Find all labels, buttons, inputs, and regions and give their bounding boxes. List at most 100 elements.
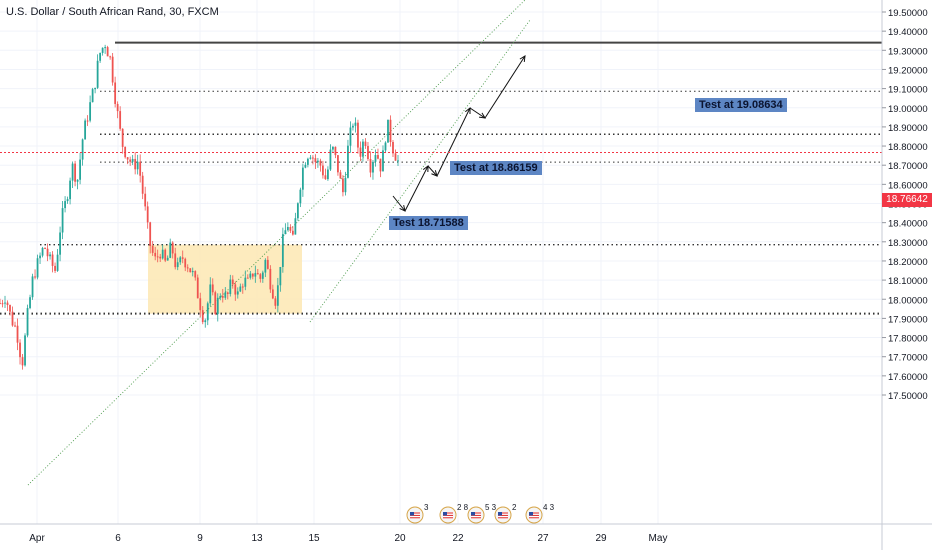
projection-segment [436, 107, 471, 177]
candle-body [294, 218, 297, 235]
flag-canton [498, 512, 502, 516]
candle-body [204, 320, 207, 323]
candle-body [291, 230, 294, 235]
candle-body [306, 158, 309, 165]
candle-body [101, 47, 104, 53]
price-tick-label: 18.30000 [888, 238, 928, 249]
candle-body [106, 47, 109, 57]
candle-body [254, 273, 257, 277]
trendline-main [27, 0, 526, 486]
candle-body [236, 291, 239, 295]
price-tick-label: 17.60000 [888, 372, 928, 383]
candle-body [389, 119, 392, 142]
flag-canton [529, 512, 533, 516]
time-tick-label: 20 [394, 533, 406, 544]
candle-body [54, 265, 56, 271]
projection-segment [427, 165, 438, 177]
candle-body [319, 160, 322, 166]
candle-body [21, 357, 24, 366]
candle-body [86, 120, 89, 122]
price-tick-label: 19.20000 [888, 65, 928, 76]
candle-body [201, 310, 204, 323]
candle-body [274, 298, 277, 306]
annotation-test-18-86159: Test at 18.86159 [450, 161, 542, 175]
candle-body [324, 175, 327, 180]
candle-body [26, 308, 29, 336]
candles [0, 44, 399, 370]
candle-body [367, 145, 369, 160]
candle-body [239, 286, 242, 292]
price-tick-label: 17.90000 [888, 314, 928, 325]
flag-canton [471, 512, 475, 516]
candle-body [0, 303, 1, 305]
candle-body [314, 158, 317, 163]
candle-body [284, 230, 287, 235]
price-tick-label: 19.50000 [888, 8, 928, 19]
trendlines [27, 0, 531, 486]
candle-body [9, 305, 11, 312]
candle-body [226, 292, 229, 294]
candle-body [196, 277, 199, 299]
candle-body [256, 273, 259, 275]
candle-body [169, 242, 172, 258]
candle-body [136, 161, 139, 170]
candle-body [337, 155, 339, 173]
projection-arrowhead [519, 55, 526, 63]
price-tick-label: 18.70000 [888, 161, 928, 172]
time-axis[interactable]: Apr 6 9 13 15 20 22 27 29 May [29, 533, 667, 544]
candle-body [121, 128, 124, 147]
candle-body [44, 247, 46, 249]
candle-body [144, 193, 147, 207]
candle-body [347, 145, 349, 178]
candle-body [146, 206, 149, 223]
candle-body [181, 257, 184, 259]
candle-body [286, 227, 289, 231]
price-tick-label: 19.10000 [888, 85, 928, 96]
candle-body [329, 149, 332, 170]
time-tick-label: Apr [29, 533, 45, 544]
candle-body [301, 167, 304, 190]
candle-body [229, 279, 232, 294]
candle-body [249, 273, 252, 278]
candle-body [84, 120, 87, 140]
candle-body [369, 159, 372, 173]
candle-body [81, 139, 84, 160]
candle-body [354, 122, 357, 126]
candle-body [322, 165, 324, 176]
candle-body [311, 157, 314, 159]
candle-body [14, 325, 16, 327]
event-count: 2 [512, 503, 517, 512]
candle-body [4, 302, 6, 304]
price-tick-label: 18.60000 [888, 180, 928, 191]
candle-body [59, 232, 61, 255]
candle-body [206, 303, 209, 321]
horizontal-levels [0, 41, 882, 315]
economic-events: 3 2 8 5 3 2 4 3 [406, 503, 555, 524]
time-tick-label: 6 [115, 533, 121, 544]
candle-body [89, 102, 92, 121]
projection-segment [484, 55, 526, 119]
candle-body [99, 52, 102, 61]
candle-body [16, 325, 19, 343]
candle-body [159, 256, 162, 259]
price-tick-label: 18.90000 [888, 123, 928, 134]
candle-body [31, 276, 34, 298]
event-count: 2 8 [457, 503, 469, 512]
candle-body [129, 159, 132, 162]
candle-body [241, 286, 244, 288]
flag-canton [410, 512, 414, 516]
candle-body [46, 248, 49, 257]
price-axis[interactable]: 19.50000 19.40000 19.30000 19.20000 19.10000… [882, 8, 928, 402]
candle-body [374, 155, 377, 162]
candle-body [211, 284, 214, 293]
price-tick-label: 18.10000 [888, 276, 928, 287]
candle-body [34, 276, 36, 278]
candle-body [111, 56, 114, 83]
candle-body [71, 163, 74, 181]
candle-body [139, 161, 142, 176]
price-tick-label: 18.80000 [888, 142, 928, 153]
candle-body [397, 160, 399, 162]
candle-body [104, 47, 107, 49]
candle-body [11, 311, 14, 326]
